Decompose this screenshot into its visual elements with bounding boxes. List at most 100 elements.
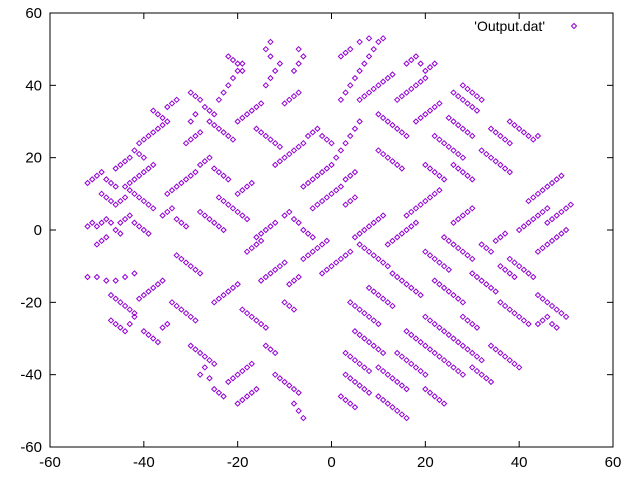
data-point xyxy=(417,338,424,346)
data-point xyxy=(398,382,406,389)
data-point xyxy=(548,320,556,328)
data-point xyxy=(192,92,199,100)
data-point xyxy=(220,393,227,400)
data-point xyxy=(126,179,133,187)
data-point xyxy=(511,360,518,368)
data-point xyxy=(426,389,434,396)
data-point xyxy=(548,215,556,223)
data-point xyxy=(201,364,209,371)
x-tick-label: -40 xyxy=(133,454,155,471)
data-point xyxy=(225,201,232,208)
data-point xyxy=(196,129,204,136)
data-point xyxy=(431,60,438,67)
data-point xyxy=(337,183,345,190)
data-point xyxy=(361,244,368,252)
data-point xyxy=(515,364,523,371)
data-point xyxy=(483,150,490,158)
data-point xyxy=(515,313,523,321)
data-point xyxy=(262,132,270,140)
data-point xyxy=(408,223,415,230)
data-point xyxy=(267,223,274,230)
data-point xyxy=(295,389,302,396)
data-point xyxy=(93,273,101,281)
data-point xyxy=(422,248,429,255)
data-point xyxy=(121,302,129,310)
data-point xyxy=(290,385,298,393)
data-point xyxy=(515,125,523,132)
data-point xyxy=(403,226,410,234)
data-point xyxy=(182,176,190,183)
data-point xyxy=(121,183,129,190)
data-point xyxy=(393,161,401,169)
data-point xyxy=(173,302,180,310)
data-point xyxy=(201,158,209,165)
data-point xyxy=(487,378,495,386)
data-point xyxy=(412,118,420,125)
data-point xyxy=(135,172,143,179)
data-point xyxy=(459,248,467,255)
data-point xyxy=(243,183,251,190)
data-point xyxy=(497,132,504,140)
data-point xyxy=(103,277,110,284)
data-point xyxy=(450,291,457,299)
data-point xyxy=(530,136,537,143)
data-point xyxy=(271,219,279,226)
data-point xyxy=(206,356,213,364)
data-point xyxy=(450,118,457,125)
data-point xyxy=(426,64,434,71)
data-point xyxy=(497,349,504,357)
data-point xyxy=(473,324,481,331)
data-point xyxy=(361,226,368,234)
data-point xyxy=(365,248,373,255)
data-point xyxy=(150,335,157,342)
data-point xyxy=(229,136,237,143)
data-point xyxy=(117,230,124,237)
data-point xyxy=(436,281,443,288)
data-point xyxy=(117,161,124,169)
data-point xyxy=(323,136,331,143)
data-point xyxy=(426,165,434,172)
data-point xyxy=(431,277,438,284)
data-point xyxy=(239,212,246,219)
data-point xyxy=(379,367,387,375)
data-point xyxy=(196,208,204,216)
data-point xyxy=(412,205,420,212)
data-point xyxy=(267,136,274,143)
data-point xyxy=(544,299,551,306)
data-point xyxy=(478,277,485,284)
data-point xyxy=(398,129,406,136)
data-point xyxy=(511,273,518,281)
data-point xyxy=(539,295,546,302)
data-point xyxy=(257,277,265,284)
legend-marker xyxy=(570,22,578,30)
data-point xyxy=(440,234,448,241)
data-point xyxy=(286,302,293,310)
data-point xyxy=(309,248,316,255)
data-point xyxy=(290,277,298,284)
data-point xyxy=(253,234,260,241)
data-point xyxy=(487,342,495,349)
data-point xyxy=(365,223,373,230)
data-point xyxy=(131,219,138,226)
data-point xyxy=(426,107,434,114)
data-point xyxy=(121,328,129,335)
data-point xyxy=(135,139,143,147)
data-point xyxy=(159,277,166,284)
data-point xyxy=(445,331,452,339)
data-point xyxy=(426,252,434,259)
data-point xyxy=(553,306,560,313)
data-point xyxy=(379,259,387,266)
data-point xyxy=(361,335,368,342)
data-point xyxy=(445,143,452,151)
data-point xyxy=(473,353,481,360)
data-point xyxy=(422,313,429,321)
data-point xyxy=(206,215,213,223)
data-point xyxy=(276,143,284,151)
data-point xyxy=(271,139,279,147)
data-point xyxy=(384,262,392,270)
data-point xyxy=(379,35,387,42)
data-point xyxy=(159,114,166,122)
data-point xyxy=(281,259,288,266)
data-point xyxy=(257,320,265,328)
data-point xyxy=(408,208,415,216)
